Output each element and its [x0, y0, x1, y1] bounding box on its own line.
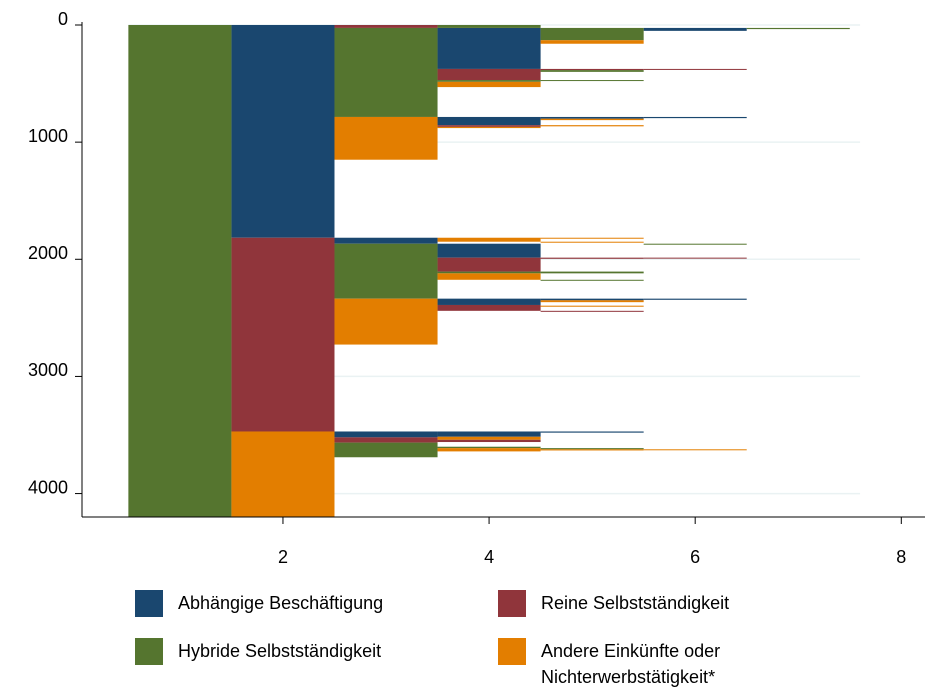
segment — [540, 80, 644, 82]
segment — [334, 116, 438, 160]
segment — [437, 237, 541, 242]
segment — [643, 257, 747, 259]
segment — [334, 442, 438, 458]
segment — [437, 27, 541, 69]
segment — [643, 68, 747, 70]
segment — [540, 237, 644, 239]
segment — [643, 27, 747, 31]
y-tick-label: 1000 — [28, 126, 68, 146]
legend-swatch — [498, 638, 526, 665]
segment — [437, 25, 541, 28]
segment — [643, 243, 747, 245]
segment — [540, 298, 644, 301]
segment — [437, 273, 541, 280]
segment — [334, 243, 438, 299]
legend-label: Reine Selbstständigkeit — [541, 593, 730, 613]
segment — [643, 298, 747, 300]
segment — [540, 310, 644, 312]
segment — [231, 431, 335, 517]
segment — [540, 449, 644, 451]
segment — [437, 257, 541, 272]
segment — [437, 243, 541, 258]
legend-swatch — [135, 590, 163, 617]
segment — [437, 80, 541, 82]
segment — [540, 70, 644, 72]
legend-item: Hybride Selbstständigkeit — [135, 638, 438, 665]
legend-label: Hybride Selbstständigkeit — [178, 641, 382, 661]
segment — [540, 118, 644, 121]
segment — [437, 68, 541, 81]
segment — [334, 27, 438, 117]
y-tick-label: 4000 — [28, 477, 68, 497]
y-tick-label: 3000 — [28, 360, 68, 380]
legend-item: Andere Einkünfte oder Nichterwerbstätigk… — [498, 638, 781, 690]
segment — [334, 298, 438, 345]
segment — [437, 125, 541, 127]
segment — [437, 271, 541, 274]
legend-swatch — [135, 638, 163, 665]
legend-item: Abhängige Beschäftigung — [135, 590, 438, 617]
segment — [540, 116, 644, 119]
legend-item: Reine Selbstständigkeit — [498, 590, 801, 617]
segment — [437, 298, 541, 305]
segment — [540, 448, 644, 450]
segment — [540, 431, 644, 433]
segment — [437, 304, 541, 311]
segment — [643, 116, 747, 119]
segment — [540, 300, 644, 303]
segment — [540, 279, 644, 281]
segment — [334, 431, 438, 438]
segment — [437, 116, 541, 126]
segment — [540, 257, 644, 259]
segment — [540, 271, 644, 274]
segment — [231, 25, 335, 238]
x-tick-label: 4 — [484, 547, 494, 567]
segment — [437, 439, 541, 443]
y-tick-label: 0 — [58, 9, 68, 29]
segment — [334, 437, 438, 443]
segment — [437, 448, 541, 452]
segment — [746, 27, 850, 30]
segment — [540, 125, 644, 127]
segment — [231, 237, 335, 432]
chart: 0 1000 2000 3000 4000 2 4 6 8 — [28, 9, 925, 567]
segment — [540, 241, 644, 243]
segment — [437, 81, 541, 88]
legend-label: Abhängige Beschäftigung — [178, 593, 384, 613]
y-tick-label: 2000 — [28, 243, 68, 263]
segment — [437, 436, 541, 440]
segment — [540, 40, 644, 44]
segment — [334, 25, 438, 28]
x-tick-label: 6 — [690, 547, 700, 567]
x-tick-label: 2 — [278, 547, 288, 567]
segment — [540, 27, 644, 41]
segment — [128, 25, 232, 517]
x-tick-label: 8 — [896, 547, 906, 567]
segment — [437, 126, 541, 129]
segment — [540, 68, 644, 71]
segment — [540, 305, 644, 307]
segment — [334, 237, 438, 244]
segment — [437, 431, 541, 437]
segment — [643, 449, 747, 451]
segment — [437, 446, 541, 449]
legend-label: Andere Einkünfte oder Nichterwerbstätigk… — [541, 641, 721, 687]
legend-swatch — [498, 590, 526, 617]
